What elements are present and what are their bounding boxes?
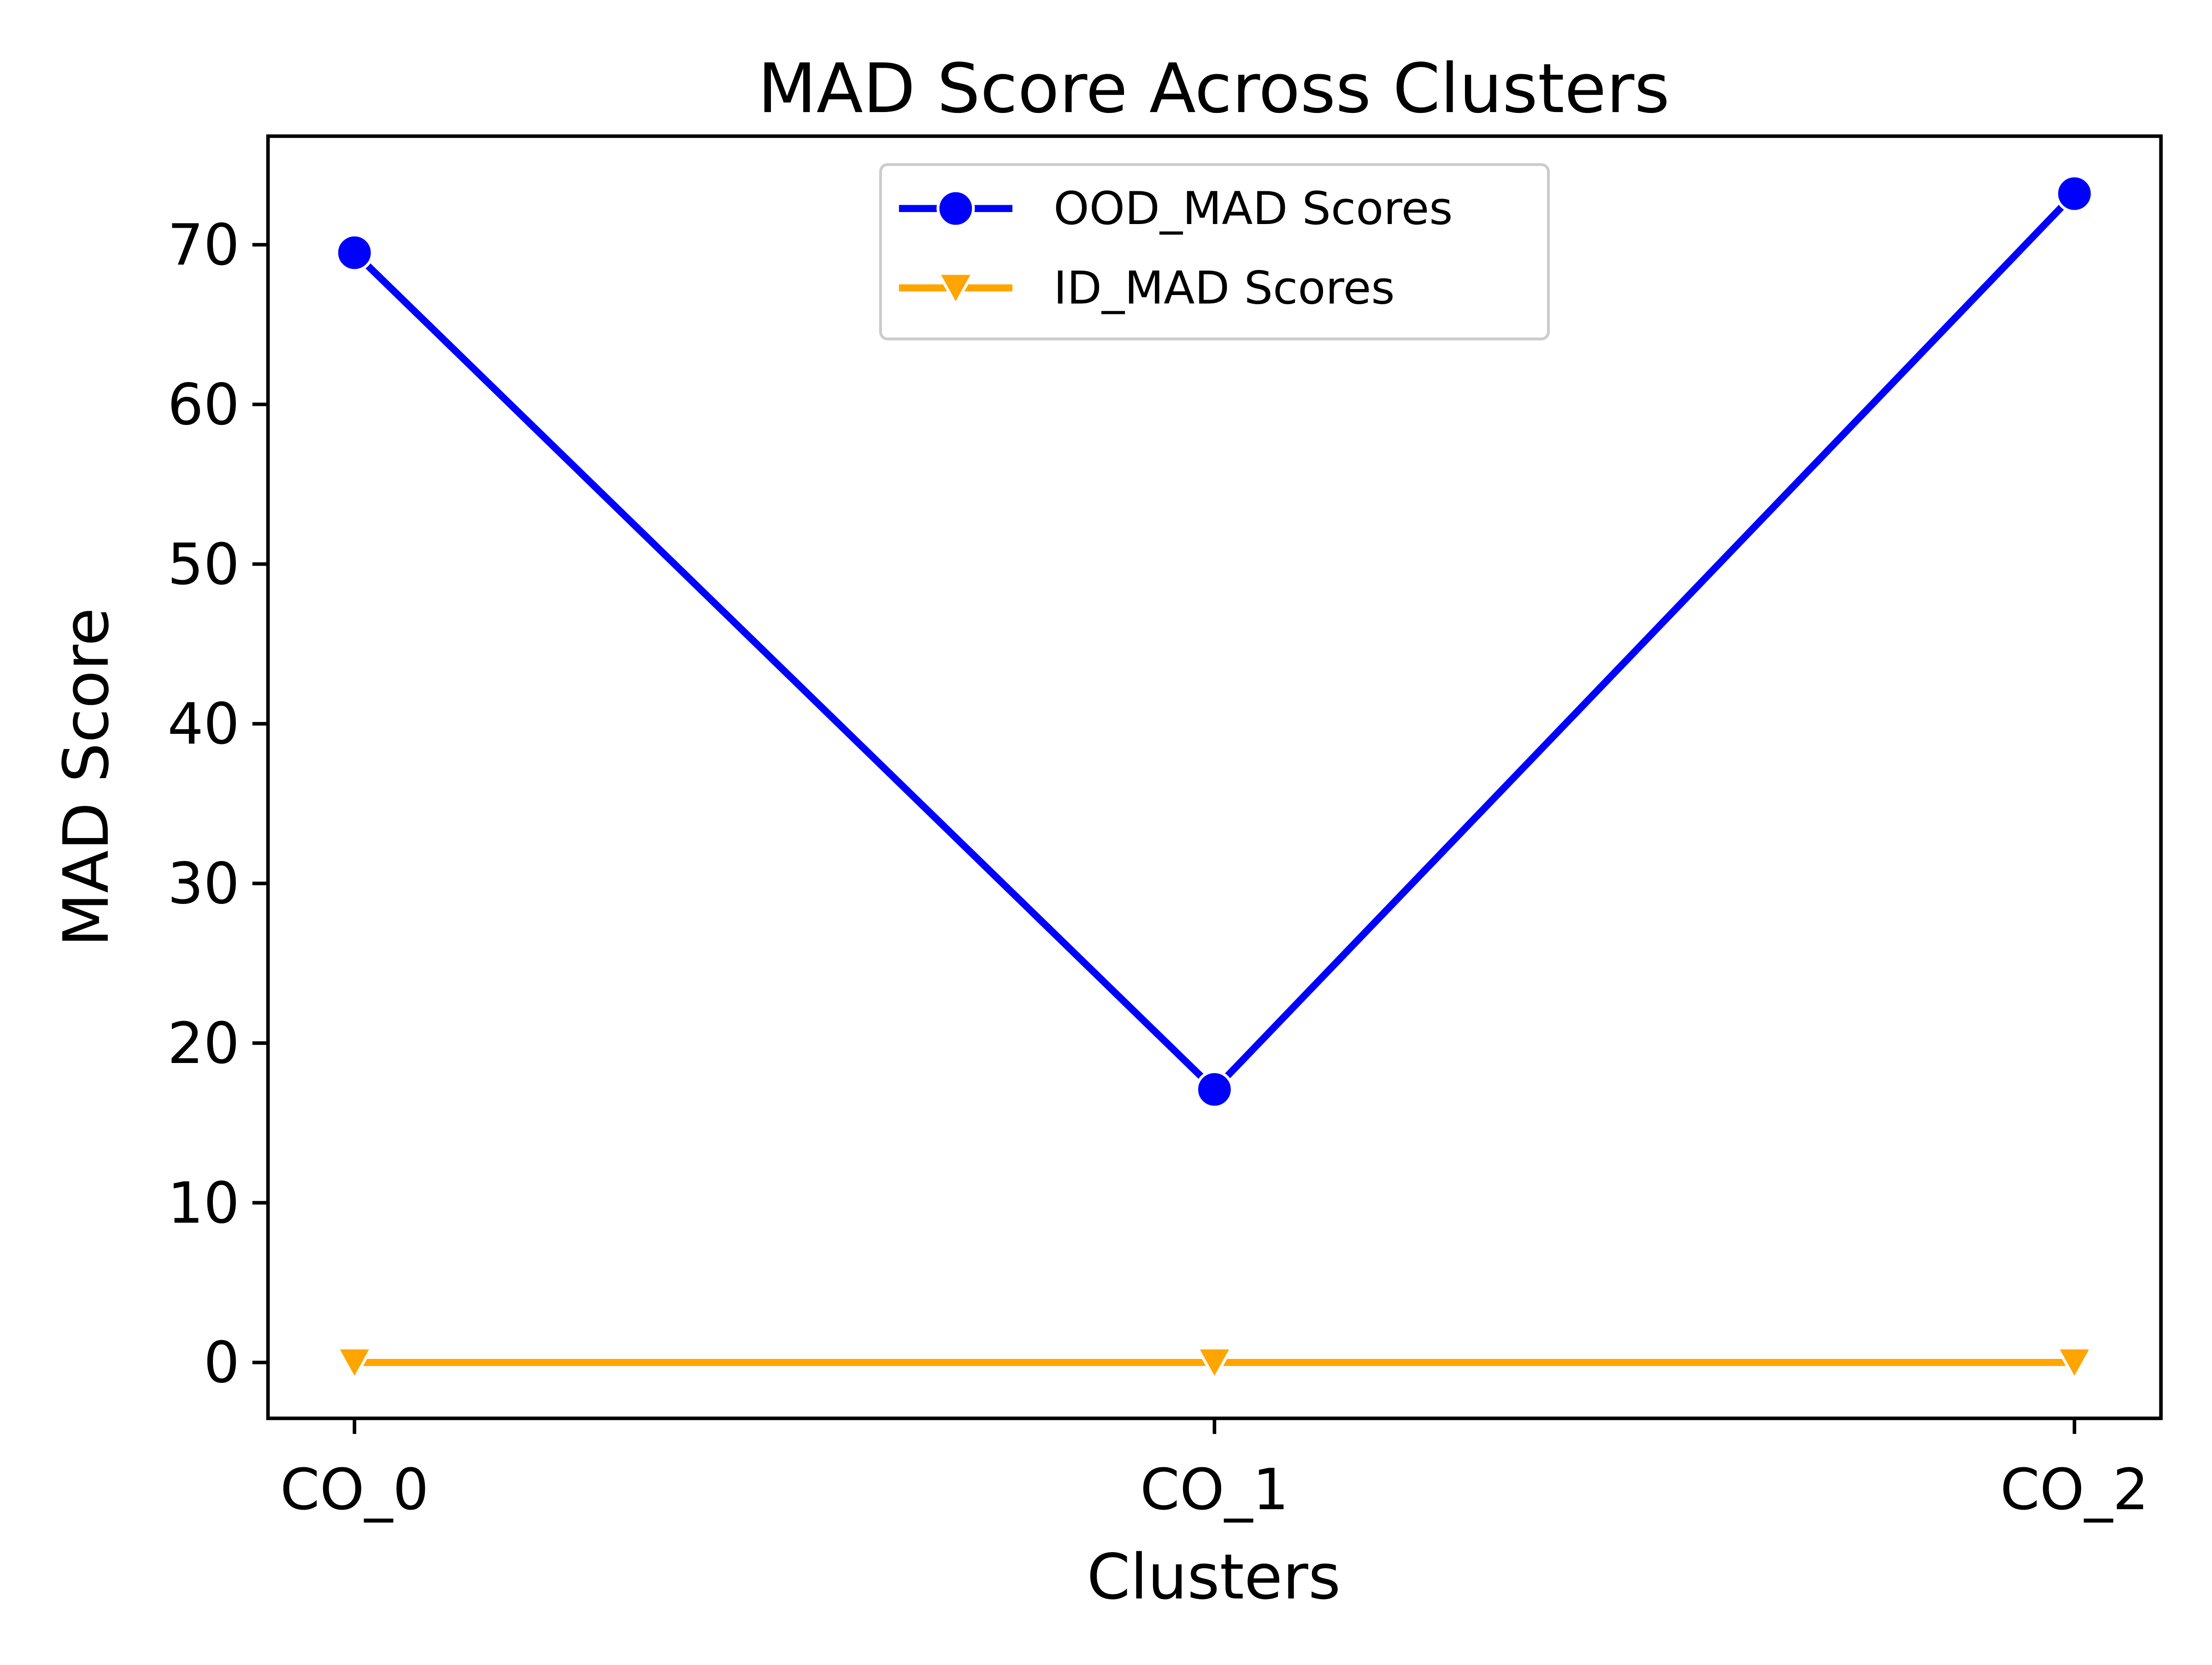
y-tick-label-5: 50 — [167, 532, 240, 598]
y-tick-label-7: 70 — [167, 213, 240, 278]
x-tick-label-1: CO_1 — [1140, 1457, 1289, 1523]
series-0-point-1 — [1195, 1070, 1234, 1109]
series-0-point-0 — [335, 233, 374, 272]
legend-marker-0 — [936, 189, 975, 228]
y-tick-label-3: 30 — [167, 851, 240, 917]
y-axis-label: MAD Score — [50, 608, 123, 947]
legend-marker-1 — [936, 272, 975, 307]
y-tick-label-0: 0 — [204, 1330, 240, 1396]
axes-frame — [266, 134, 2163, 1420]
x-tick-label-0: CO_0 — [280, 1457, 429, 1523]
series-1-point-2 — [2055, 1346, 2094, 1382]
plot-area: 0 10 20 30 40 50 60 70 CO_0 CO_1 CO_2 OOD_MAD Score… — [167, 134, 2163, 1523]
x-axis-label: Clusters — [1087, 1541, 1341, 1613]
series-0-point-2 — [2055, 174, 2094, 213]
legend-label-0: OOD_MAD Scores — [1053, 183, 1453, 235]
y-tick-label-4: 40 — [167, 691, 240, 757]
y-tick-label-1: 10 — [167, 1170, 240, 1236]
chart-title: MAD Score Across Clusters — [758, 49, 1670, 128]
y-tick-label-2: 20 — [167, 1011, 240, 1077]
y-tick-label-6: 60 — [167, 372, 240, 438]
legend-label-1: ID_MAD Scores — [1053, 262, 1395, 314]
x-tick-label-2: CO_2 — [2000, 1457, 2149, 1523]
series-1-point-0 — [335, 1346, 374, 1382]
series-1-point-1 — [1195, 1346, 1234, 1382]
legend-box — [879, 163, 1550, 341]
